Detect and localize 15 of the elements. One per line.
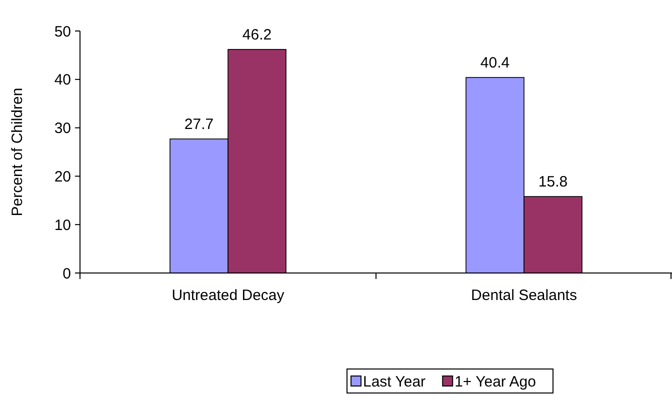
data-label: 40.4 xyxy=(480,54,510,72)
y-tick-label: 20 xyxy=(54,168,71,186)
y-tick-label: 0 xyxy=(62,265,71,282)
legend-label: Last Year xyxy=(363,373,426,390)
data-label: 46.2 xyxy=(242,26,272,44)
y-tick-label: 40 xyxy=(54,72,71,89)
y-tick-label: 30 xyxy=(54,120,71,138)
x-tick-label: Untreated Decay xyxy=(172,287,285,304)
legend-label: 1+ Year Ago xyxy=(454,373,536,390)
y-tick-label: 50 xyxy=(54,23,71,40)
data-label: 27.7 xyxy=(184,116,214,133)
y-tick-label: 10 xyxy=(54,216,71,234)
x-tick-label: Dental Sealants xyxy=(471,287,577,304)
y-axis-title: Percent of Children xyxy=(9,88,26,216)
data-label: 15.8 xyxy=(538,174,568,191)
